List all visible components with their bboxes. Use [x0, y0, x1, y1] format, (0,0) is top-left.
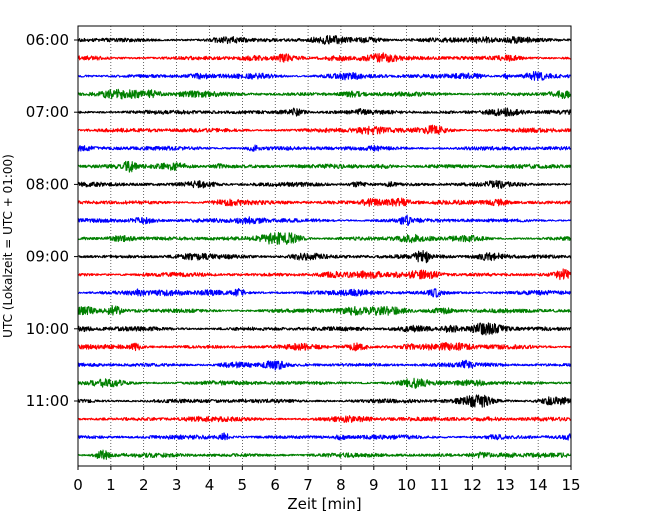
- x-grid: [110, 26, 539, 466]
- x-tick-label: 5: [238, 476, 248, 494]
- trace-1015: [77, 342, 572, 352]
- trace-0945: [77, 304, 572, 316]
- trace-0700: [77, 107, 572, 117]
- x-axis-label: Zeit [min]: [287, 495, 361, 513]
- trace-0715: [77, 124, 572, 136]
- x-tick-label: 10: [397, 476, 416, 494]
- trace-1115: [77, 415, 572, 423]
- y-tick-label: 09:00: [26, 248, 69, 266]
- trace-1130: [77, 432, 572, 441]
- trace-0845: [77, 231, 572, 245]
- trace-0800: [77, 179, 572, 189]
- x-tick-label: 13: [496, 476, 515, 494]
- trace-0900: [77, 249, 572, 264]
- x-tick-label: 11: [430, 476, 449, 494]
- y-tick-label: 08:00: [26, 175, 69, 193]
- x-tick-label: 12: [463, 476, 482, 494]
- x-tick-label: 1: [106, 476, 116, 494]
- trace-0630: [77, 70, 572, 81]
- trace-0730: [77, 144, 572, 152]
- trace-1100: [77, 394, 572, 408]
- trace-0645: [77, 88, 572, 100]
- x-tick-label: 15: [561, 476, 580, 494]
- plot-frame: [77, 25, 572, 467]
- x-tick-label: 9: [369, 476, 379, 494]
- x-tick-label: 14: [529, 476, 548, 494]
- trace-1145: [77, 449, 572, 460]
- trace-group: [77, 35, 572, 460]
- trace-0745: [77, 160, 572, 173]
- trace-1030: [77, 359, 572, 371]
- x-tick-label: 6: [270, 476, 280, 494]
- x-tick-label: 8: [336, 476, 346, 494]
- x-tick-label: 7: [303, 476, 313, 494]
- x-tick-label: 4: [205, 476, 215, 494]
- trace-1045: [77, 377, 572, 389]
- y-tick-label: 06:00: [26, 31, 69, 49]
- trace-1000: [77, 322, 572, 336]
- trace-0830: [77, 214, 572, 226]
- x-axis: 0 1 2 3 4 5 6 7 8 9 10 11 12 13 14 15: [73, 466, 581, 494]
- trace-0615: [77, 52, 572, 63]
- trace-0815: [77, 197, 572, 207]
- trace-0930: [77, 288, 572, 298]
- y-axis-label: UTC (Lokalzeit = UTC + 01:00): [1, 154, 15, 338]
- x-tick-label: 2: [139, 476, 149, 494]
- y-axis: 06:00 07:00 08:00 09:00 10:00 11:00: [26, 31, 78, 410]
- y-tick-label: 10:00: [26, 320, 69, 338]
- y-tick-label: 07:00: [26, 103, 69, 121]
- trace-0600: [77, 35, 572, 45]
- x-tick-label: 3: [172, 476, 182, 494]
- y-tick-label: 11:00: [26, 392, 69, 410]
- x-tick-label: 0: [73, 476, 83, 494]
- trace-0915: [77, 268, 572, 281]
